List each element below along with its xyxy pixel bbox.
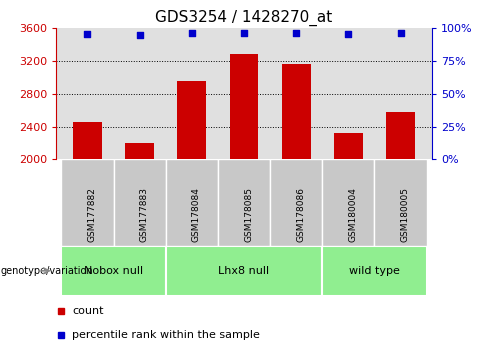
Text: GSM177883: GSM177883 [140,187,149,242]
Text: GSM178084: GSM178084 [192,187,201,242]
Text: wild type: wild type [349,266,400,276]
Point [292,30,300,36]
Point [240,30,248,36]
Bar [322,159,374,246]
Point [345,32,352,37]
Bar [166,246,322,296]
Bar [73,122,102,159]
Point [136,32,143,38]
Bar [270,159,322,246]
Text: count: count [72,306,103,316]
Text: Nobox null: Nobox null [84,266,143,276]
Bar [334,133,363,159]
Bar [374,159,427,246]
Text: genotype/variation: genotype/variation [1,266,94,276]
Bar [218,159,270,246]
Bar [61,159,114,246]
Bar [178,81,206,159]
Text: GSM177882: GSM177882 [87,187,97,242]
Bar [386,112,415,159]
Text: percentile rank within the sample: percentile rank within the sample [72,330,260,340]
Text: Lhx8 null: Lhx8 null [219,266,269,276]
Point [188,30,196,36]
Bar [322,246,427,296]
Bar [114,159,166,246]
Text: GSM178085: GSM178085 [244,187,253,242]
Bar [282,64,310,159]
Bar [61,246,166,296]
Text: GSM180005: GSM180005 [401,187,409,242]
Bar [166,159,218,246]
Text: GSM178086: GSM178086 [296,187,305,242]
Point [83,32,91,37]
Bar [125,143,154,159]
Bar [230,54,258,159]
Title: GDS3254 / 1428270_at: GDS3254 / 1428270_at [155,9,333,25]
Text: GSM180004: GSM180004 [348,187,357,242]
Point [397,30,405,36]
